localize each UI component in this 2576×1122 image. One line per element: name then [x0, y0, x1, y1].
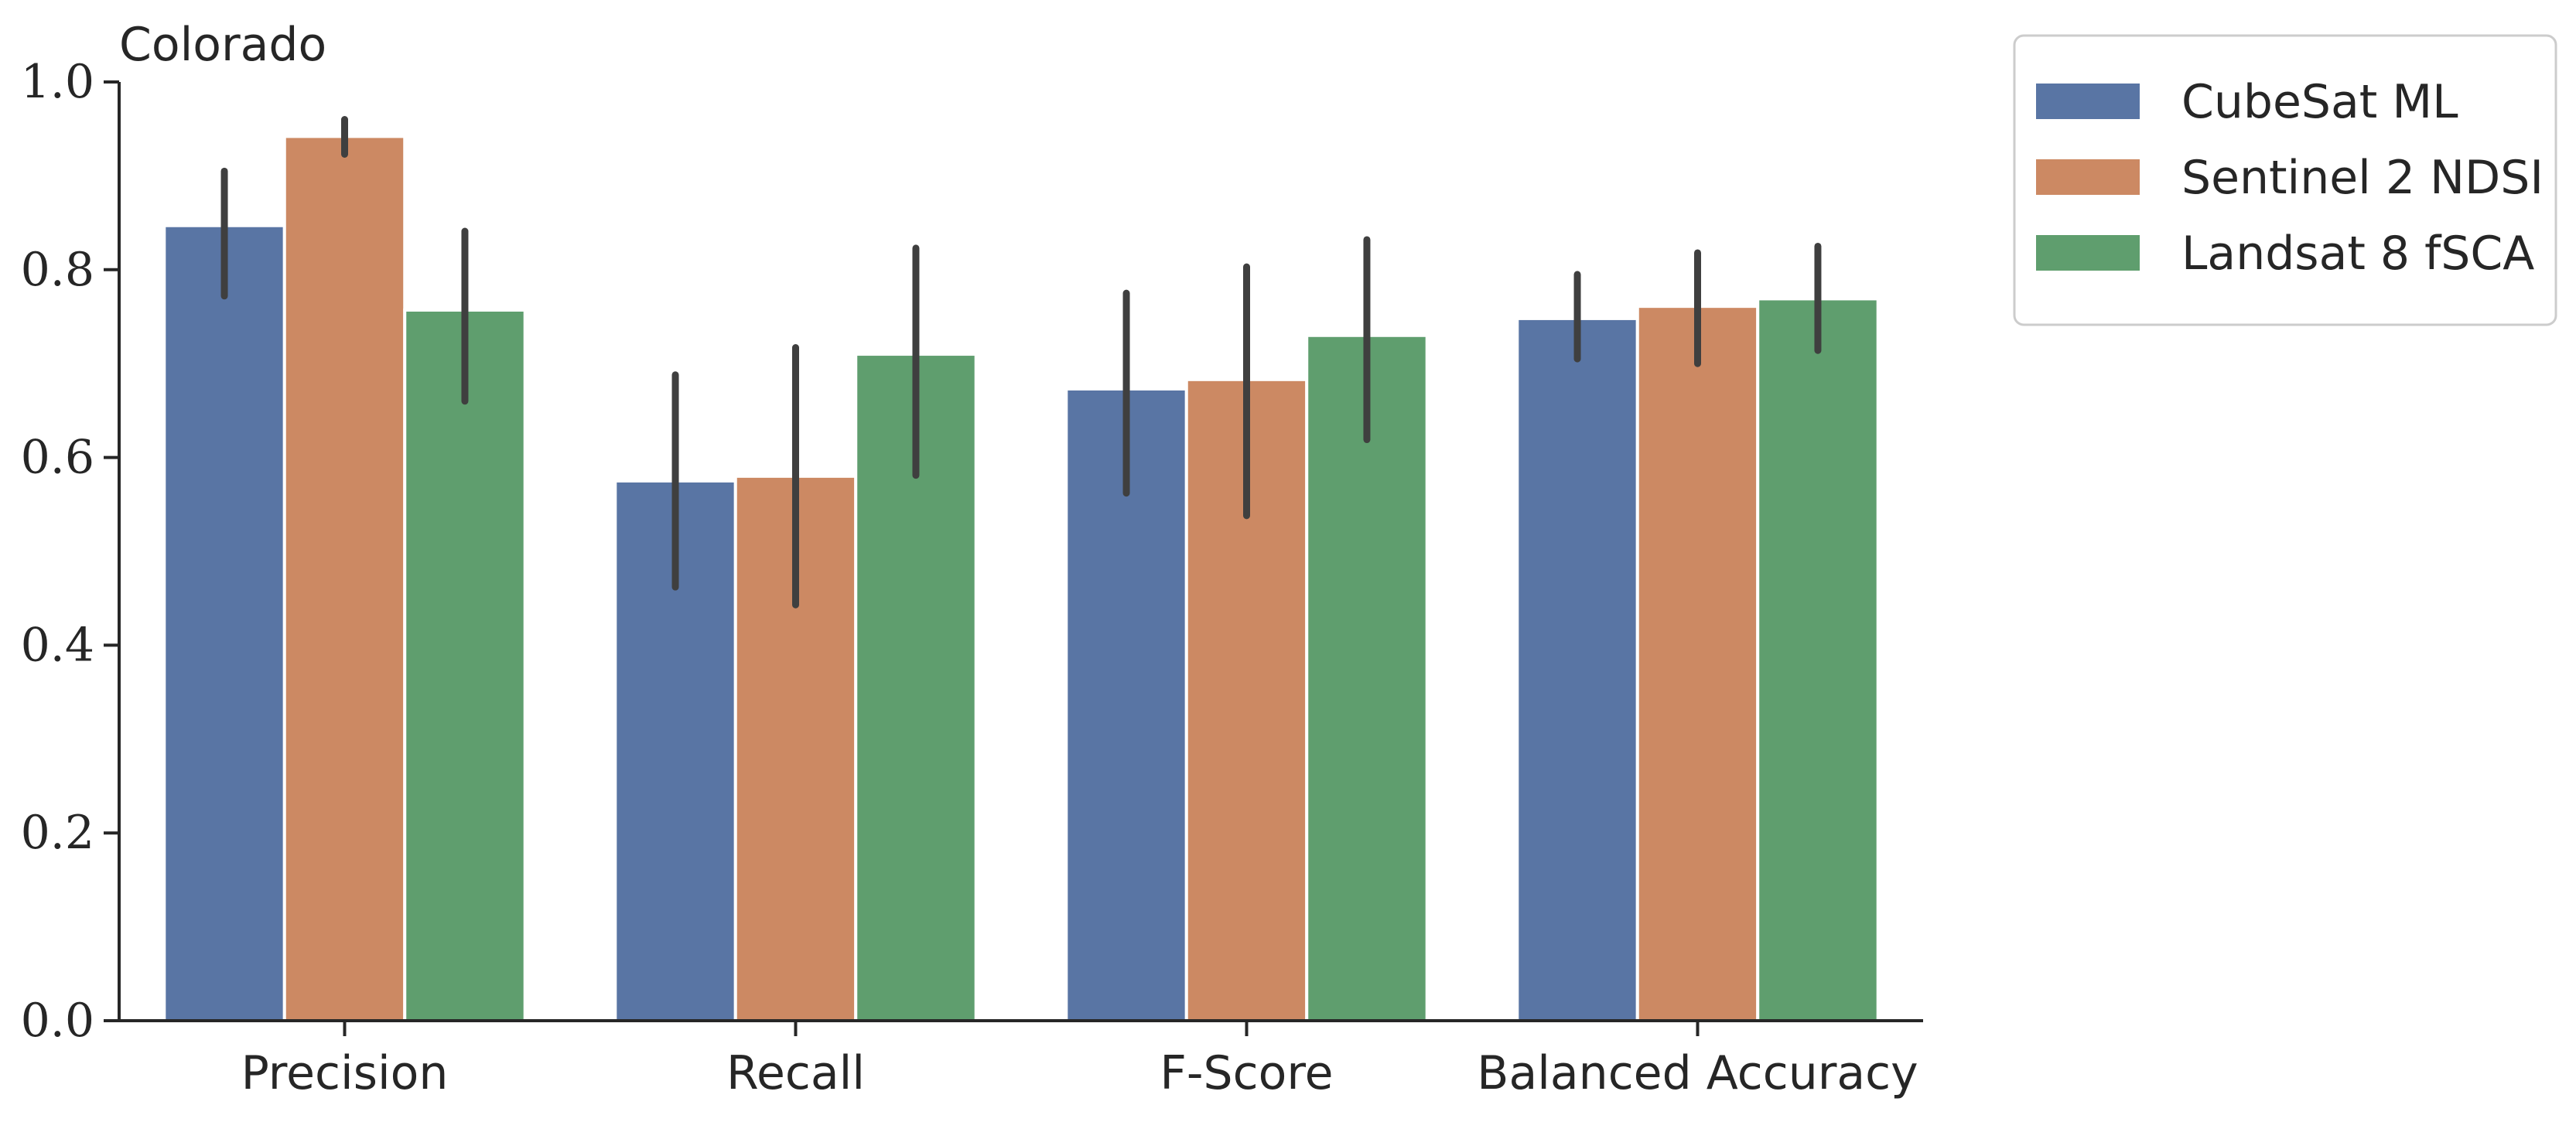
- legend-swatch: [2036, 84, 2140, 119]
- bar: [1515, 316, 1639, 1023]
- y-tick-label: 0.2: [21, 806, 94, 860]
- legend-label: CubeSat ML: [2181, 75, 2458, 129]
- legend-swatch: [2036, 235, 2140, 271]
- legend-frame: [2013, 34, 2557, 326]
- bar: [1635, 305, 1760, 1022]
- y-tick-label: 0.8: [21, 243, 94, 297]
- bar: [1756, 297, 1880, 1022]
- y-tick-label: 0.6: [21, 431, 94, 485]
- x-tick-label: F-Score: [1160, 1046, 1333, 1100]
- y-tick-label: 1.0: [21, 55, 94, 109]
- bar: [403, 309, 527, 1022]
- legend-label: Landsat 8 fSCA: [2181, 227, 2534, 281]
- axes-group: 0.0 0.2 0.4 0.6 0.8 1.0 Precision Recall F-Score…: [21, 55, 1923, 1100]
- chart-title: Colorado: [119, 18, 326, 72]
- y-tick-label: 0.0: [21, 994, 94, 1048]
- bars-group: [162, 135, 1880, 1023]
- legend-label: Sentinel 2 NDSI: [2181, 151, 2544, 205]
- x-tick-label: Balanced Accuracy: [1477, 1046, 1918, 1100]
- legend-swatch: [2036, 159, 2140, 195]
- bar: [1305, 333, 1429, 1022]
- x-tick-label: Recall: [726, 1046, 865, 1100]
- x-tick-label: Precision: [241, 1046, 449, 1100]
- bar: [282, 135, 407, 1023]
- error-bars-group: [220, 116, 1822, 609]
- y-tick-label: 0.4: [21, 618, 94, 672]
- bar: [162, 223, 286, 1023]
- legend: CubeSat ML Sentinel 2 NDSI Landsat 8 fSCA: [2013, 34, 2557, 326]
